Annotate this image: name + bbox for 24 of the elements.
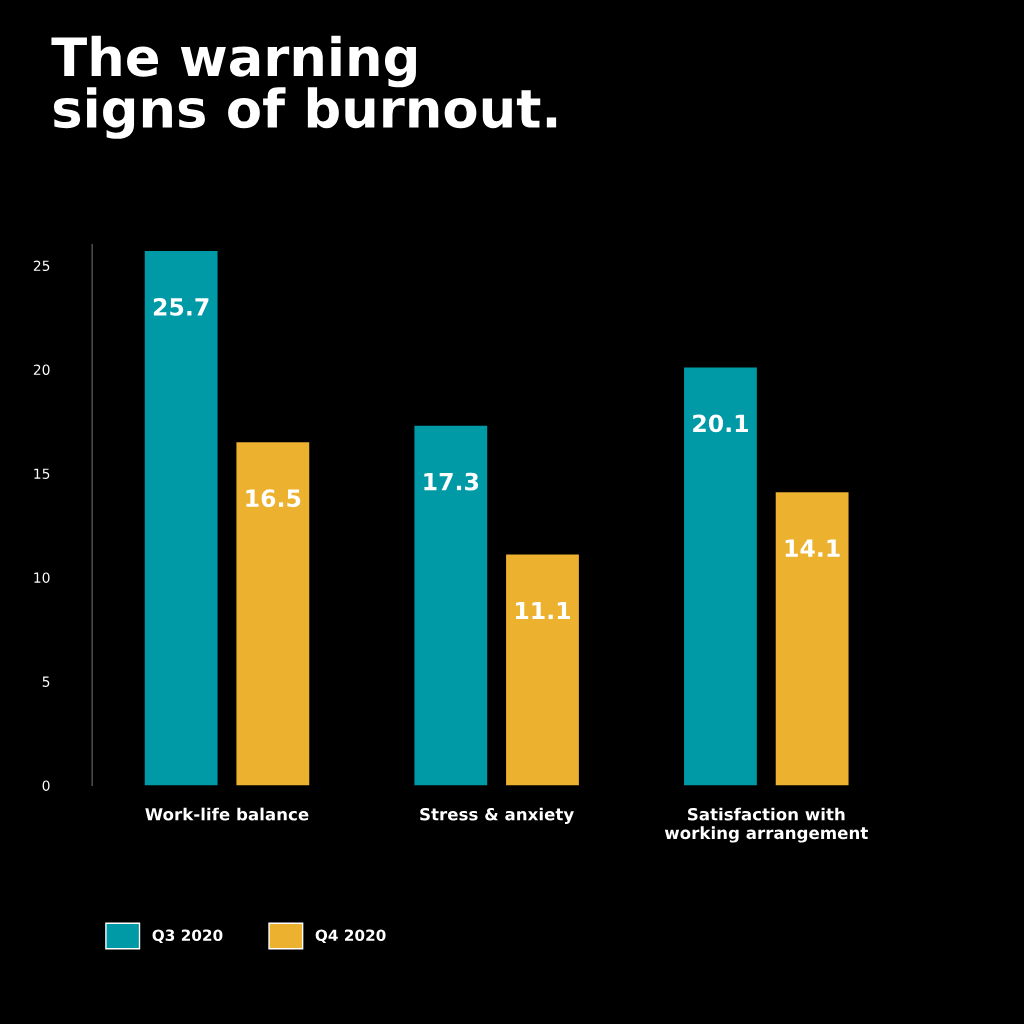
x-tick-label: Work-life balance [145,807,309,821]
legend-label: Q3 2020 [152,929,223,944]
bar [414,425,488,786]
y-tick-label: 10 [34,572,50,583]
data-label: 17.3 [424,472,479,491]
y-tick-label: 20 [33,364,50,375]
y-tick-label: 5 [42,676,50,687]
y-tick-label: 25 [33,260,50,272]
bar [506,554,579,786]
data-label: 16.5 [246,489,301,508]
data-label: 25.7 [153,297,209,316]
bar [144,250,218,786]
bar [775,492,849,786]
chart-title: The warning signs of burnout. [51,35,557,139]
data-label: 11.1 [516,601,570,620]
x-tick-label: Stress & anxiety [420,807,574,824]
bar [684,367,757,786]
y-tick-label: 0 [42,780,50,791]
y-tick-label: 15 [34,468,50,479]
x-tick-label: Satisfaction with working arrangement [664,807,868,843]
data-label: 20.1 [693,414,748,433]
data-label: 14.1 [785,539,840,557]
legend-label: Q4 2020 [315,929,386,944]
bar [236,442,310,786]
